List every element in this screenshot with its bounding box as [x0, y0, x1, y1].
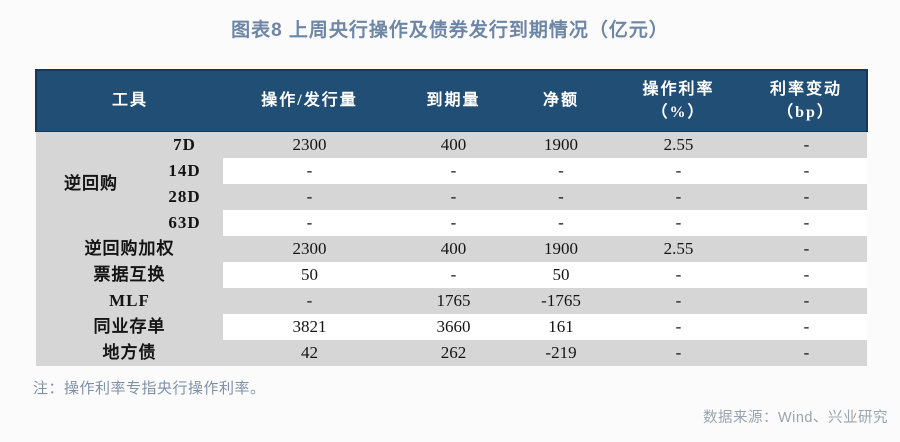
cell: -219	[511, 340, 612, 366]
footnote: 注：操作利率专指央行操作利率。	[33, 380, 266, 397]
row-tenor-label: 28D	[146, 184, 224, 210]
col-header-operation-rate-line1: 操作利率	[642, 80, 715, 98]
cell: -	[396, 184, 512, 210]
cell: 1765	[396, 288, 512, 314]
cell: 42	[223, 340, 397, 366]
row-tenor-label: 63D	[146, 210, 224, 236]
cell: -	[511, 158, 612, 184]
cell: 400	[396, 131, 512, 158]
table-row: 逆回购加权 2300 400 1900 2.55-	[36, 236, 868, 262]
table-row: 28D - - - - -	[36, 184, 868, 210]
cell: 50	[223, 262, 397, 288]
cell: 2.55	[611, 236, 747, 262]
cell: 1900	[511, 131, 612, 158]
cell: -	[611, 184, 747, 210]
cell: 3821	[223, 314, 397, 340]
col-header-operation-volume: 操作/发行量	[223, 69, 397, 132]
cell: -	[223, 288, 397, 314]
cell: -	[746, 288, 868, 314]
cell: 400	[396, 236, 512, 262]
cell: -	[746, 340, 868, 366]
cell: 262	[396, 340, 512, 366]
cell: -	[746, 184, 868, 210]
row-label: 逆回购加权	[36, 236, 224, 262]
table-row: 14D - - - - -	[36, 158, 868, 184]
table-header-row: 工具 操作/发行量 到期量 净额 操作利率 （%） 利率变动 （bp）	[34, 69, 869, 132]
cell: -	[396, 210, 512, 236]
cell: 161	[511, 314, 612, 340]
cell: -	[611, 158, 747, 184]
cell: -	[746, 314, 868, 340]
row-group-label: 逆回购	[36, 131, 146, 236]
cell: -	[746, 158, 868, 184]
cell: -	[223, 210, 397, 236]
cell: 2300	[223, 236, 397, 262]
table-row: 同业存单 3821 3660 161- -	[36, 314, 868, 340]
cell: -	[511, 184, 612, 210]
col-header-maturity-volume: 到期量	[396, 69, 512, 132]
cell: 2300	[223, 131, 397, 158]
cell: -	[396, 158, 512, 184]
cell: -	[511, 210, 612, 236]
cell: -	[223, 158, 397, 184]
col-header-rate-change-line2: （bp）	[777, 104, 835, 121]
cell: 50	[511, 262, 612, 288]
row-label: 票据互换	[36, 262, 224, 288]
cell: -	[611, 262, 747, 288]
col-header-rate-change-line1: 利率变动	[770, 80, 843, 98]
table-row: 地方债 42 262 -219- -	[36, 340, 868, 366]
row-label: 地方债	[36, 340, 224, 366]
table-row: 逆回购 7D 2300 400 1900 2.55-	[36, 131, 868, 236]
row-tenor-label: 7D	[146, 131, 224, 158]
figure-title: 图表8 上周央行操作及债券发行到期情况（亿元）	[231, 20, 669, 41]
cell: -	[746, 131, 868, 158]
data-table: 工具 操作/发行量 到期量 净额 操作利率 （%） 利率变动 （bp） 逆回购 7D 2…	[34, 69, 869, 366]
cell: -	[746, 210, 868, 236]
data-source: 数据来源：Wind、兴业研究	[702, 410, 888, 426]
cell: -	[746, 262, 868, 288]
col-header-rate-change: 利率变动 （bp）	[746, 69, 869, 132]
row-label: 同业存单	[36, 314, 224, 340]
cell: 1900	[511, 236, 612, 262]
table-row: 票据互换 50-50- -	[36, 262, 868, 288]
table-row: 63D - - - - -	[36, 210, 868, 236]
cell: -	[611, 314, 747, 340]
cell: -	[611, 210, 747, 236]
col-header-tool: 工具	[34, 69, 224, 132]
table-row: MLF -1765 -1765- -	[36, 288, 868, 314]
cell: -1765	[511, 288, 612, 314]
col-header-operation-rate: 操作利率 （%）	[611, 69, 747, 132]
cell: -	[611, 288, 747, 314]
cell: 3660	[396, 314, 512, 340]
cell: -	[611, 340, 747, 366]
row-tenor-label: 14D	[146, 158, 224, 184]
row-label: MLF	[36, 288, 224, 314]
cell: -	[396, 262, 512, 288]
col-header-net-amount: 净额	[511, 69, 612, 132]
cell: -	[746, 236, 868, 262]
cell: 2.55	[611, 131, 747, 158]
cell: -	[223, 184, 397, 210]
col-header-operation-rate-line2: （%）	[651, 104, 706, 121]
